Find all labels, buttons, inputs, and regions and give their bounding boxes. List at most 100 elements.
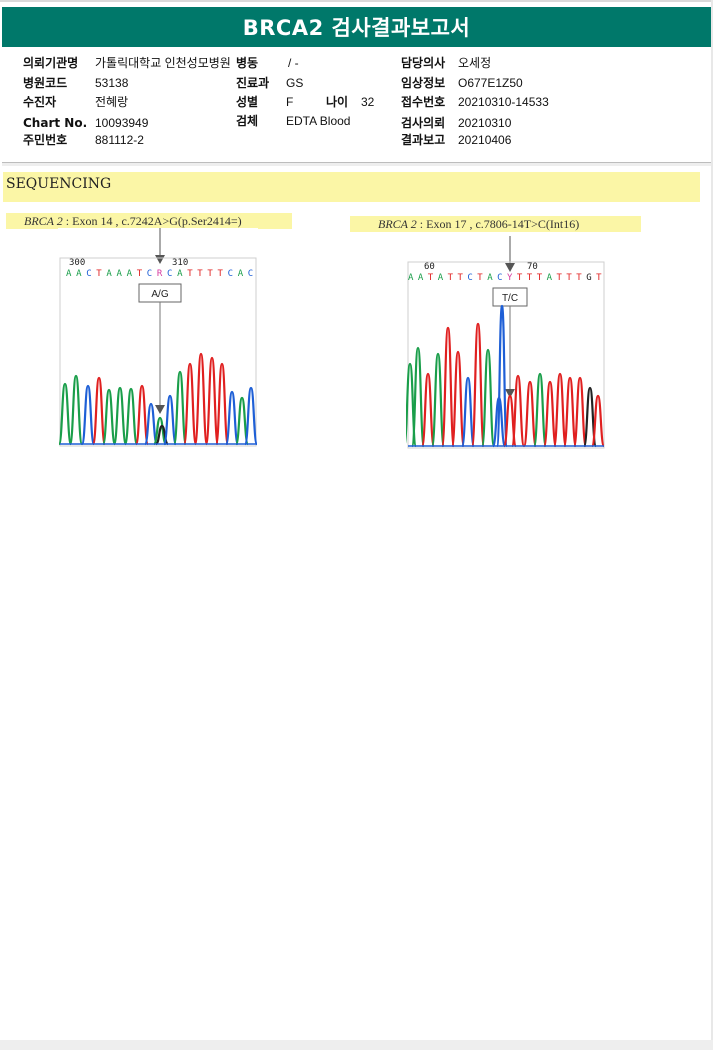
base-call: A xyxy=(106,269,112,279)
trace-peak xyxy=(430,352,446,448)
variant-2-caption: BRCA 2 : Exon 17 , c.7806-14T>C(Int16) xyxy=(378,217,579,232)
trace-peak xyxy=(410,346,426,448)
variant-2-gene: BRCA 2 xyxy=(378,217,417,231)
base-call: A xyxy=(438,273,444,283)
trace-peak xyxy=(80,384,96,446)
base-call: T xyxy=(207,269,213,279)
top-rule xyxy=(0,0,713,2)
trace-peak xyxy=(214,362,230,446)
variant-1-highlight xyxy=(6,213,292,229)
trace-peak xyxy=(91,376,107,446)
trace-peak xyxy=(562,376,578,448)
trace-peak xyxy=(152,416,168,446)
base-call: A xyxy=(117,269,123,279)
trace-peak xyxy=(460,376,476,448)
call-1-label: A/G xyxy=(151,289,168,300)
base-call: T xyxy=(96,269,102,279)
trace-peak xyxy=(172,370,188,446)
request-value: 20210310 xyxy=(458,116,512,130)
receipt-no-label: 접수번호 xyxy=(401,95,446,109)
trace-peak xyxy=(450,350,466,448)
base-call: T xyxy=(557,273,563,283)
specimen-value: EDTA Blood xyxy=(286,114,351,128)
base-call: C xyxy=(228,269,233,279)
trace-peak xyxy=(532,372,548,448)
page-edge xyxy=(711,0,713,1050)
trace-peak xyxy=(420,372,436,448)
base-call: T xyxy=(197,269,203,279)
institution-value: 가톨릭대학교 인천성모병원 xyxy=(95,56,231,70)
base-call: T xyxy=(537,273,543,283)
report-date-label: 결과보고 xyxy=(401,133,446,147)
chart-no-value: 10093949 xyxy=(95,116,149,130)
base-call: T xyxy=(448,273,454,283)
chromatogram-1-pos-mid: 310 xyxy=(172,258,188,268)
clinical-info-label: 임상정보 xyxy=(401,76,446,90)
trace-peak xyxy=(510,374,526,448)
call-2-pointer-head xyxy=(505,389,515,398)
variant-2-highlight xyxy=(350,216,641,232)
call-1-pointer-head xyxy=(155,405,165,414)
sequencing-title: SEQUENCING xyxy=(6,176,112,192)
trace-peak xyxy=(58,382,73,446)
examinee-value: 전혜랑 xyxy=(95,95,129,109)
trace-peak xyxy=(112,386,128,446)
examinee-label: 수진자 xyxy=(23,95,57,109)
trace-peak xyxy=(123,387,139,446)
institution-row: 의뢰기관명 xyxy=(23,56,78,71)
call-2-label: T/C xyxy=(502,293,518,304)
doctor-value: 오세정 xyxy=(458,56,492,70)
chromatogram-1-pos-start: 300 xyxy=(69,258,85,268)
base-call: T xyxy=(517,273,523,283)
base-call: T xyxy=(596,273,602,283)
age-value: 32 xyxy=(361,95,375,109)
base-call: A xyxy=(238,269,244,279)
ward-label: 병동 xyxy=(236,56,259,70)
base-call: A xyxy=(547,273,553,283)
trace-peak xyxy=(134,384,150,446)
base-call: T xyxy=(477,273,483,283)
base-call: T xyxy=(576,273,582,283)
base-call: T xyxy=(187,269,193,279)
base-call: A xyxy=(177,269,183,279)
trace-peak xyxy=(224,390,240,446)
trace-peak xyxy=(495,304,509,448)
variant-1-caption: BRCA 2 : Exon 14 , c.7242A>G(p.Ser2414=) xyxy=(24,214,242,229)
variant-1-detail: : Exon 14 , c.7242A>G(p.Ser2414=) xyxy=(65,214,242,228)
base-call: A xyxy=(408,273,414,283)
base-call: C xyxy=(467,273,472,283)
request-label: 검사의뢰 xyxy=(401,116,446,130)
receipt-no-value: 20210310-14533 xyxy=(458,95,549,109)
resident-no-value: 881112-2 xyxy=(95,133,144,147)
trace-peak xyxy=(470,322,486,448)
hospital-code-label: 병원코드 xyxy=(23,76,68,90)
trace-peak xyxy=(572,376,588,448)
chromatogram-2-pos-start: 60 xyxy=(424,262,435,272)
chromatogram-1-traces xyxy=(58,352,258,446)
report-title-bar: BRCA2 검사결과보고서 xyxy=(2,7,711,47)
chromatogram-2-pos-mid: 70 xyxy=(527,262,538,272)
specimen-label: 검체 xyxy=(236,114,259,128)
base-call: A xyxy=(127,269,133,279)
trace-peak xyxy=(68,374,84,446)
base-call: R xyxy=(157,269,163,279)
trace-peak xyxy=(234,396,250,446)
department-label: 진료과 xyxy=(236,76,270,90)
divider-shadow xyxy=(2,163,711,166)
base-call: T xyxy=(566,273,572,283)
resident-no-label: 주민번호 xyxy=(23,133,68,147)
variant-2-detail: : Exon 17 , c.7806-14T>C(Int16) xyxy=(419,217,580,231)
trace-peak xyxy=(162,394,178,446)
base-call: A xyxy=(76,269,82,279)
trace-peak xyxy=(522,380,538,448)
base-call: C xyxy=(167,269,172,279)
base-call: A xyxy=(66,269,72,279)
section-divider xyxy=(2,162,711,163)
base-call: C xyxy=(147,269,152,279)
base-call: G xyxy=(586,273,591,283)
report-title: BRCA2 검사결과보고서 xyxy=(242,16,471,40)
age-label: 나이 xyxy=(326,95,349,109)
